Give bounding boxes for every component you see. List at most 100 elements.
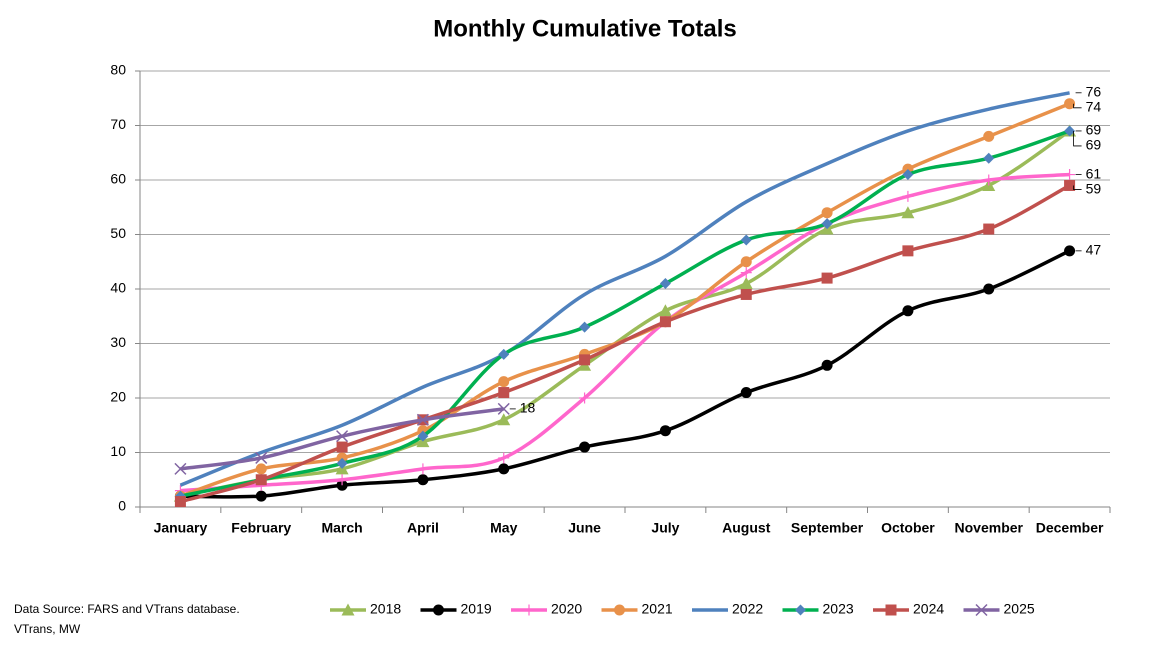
marker: [659, 425, 671, 437]
x-tick-label: October: [881, 520, 935, 536]
legend-item: 2020: [511, 601, 582, 617]
marker: [255, 463, 267, 475]
legend-item: 2019: [420, 601, 492, 617]
legend-label: 2024: [913, 601, 944, 617]
y-tick-label: 0: [118, 498, 126, 514]
x-tick-label: February: [231, 520, 291, 536]
series-line: [180, 129, 1071, 498]
data-label: 59: [1086, 180, 1102, 196]
y-tick-label: 60: [110, 171, 126, 187]
x-tick-label: December: [1036, 520, 1104, 536]
marker: [1064, 169, 1076, 181]
legend-label: 2018: [370, 601, 401, 617]
marker: [174, 496, 186, 508]
marker: [902, 245, 914, 257]
legend-item: 2018: [330, 601, 401, 617]
marker: [579, 392, 591, 404]
marker: [336, 430, 349, 443]
x-tick-label: July: [651, 520, 679, 536]
y-tick-label: 80: [110, 62, 126, 78]
marker: [498, 452, 510, 464]
y-tick-label: 40: [110, 280, 126, 296]
series-line: [179, 183, 1071, 504]
marker: [1064, 245, 1076, 257]
legend-item: 2022: [692, 601, 763, 617]
x-tick-label: January: [154, 520, 208, 536]
marker: [341, 603, 355, 616]
y-tick-label: 50: [110, 225, 126, 241]
marker: [740, 387, 752, 399]
leader-line: [1073, 103, 1082, 109]
marker: [821, 207, 833, 219]
x-tick-label: November: [955, 520, 1024, 536]
data-label: 18: [520, 400, 536, 416]
marker: [579, 354, 591, 366]
marker: [417, 430, 429, 442]
marker: [579, 321, 591, 333]
marker: [659, 316, 671, 328]
footnote: Data Source: FARS and VTrans database.: [14, 602, 240, 616]
marker: [174, 462, 187, 475]
x-tick-label: March: [321, 520, 362, 536]
data-label: 69: [1086, 137, 1102, 153]
legend-item: 2023: [782, 601, 854, 617]
x-tick-label: August: [722, 520, 771, 536]
leader-line: [1073, 130, 1082, 147]
marker: [885, 604, 897, 616]
marker: [821, 359, 833, 371]
data-label: 47: [1086, 242, 1102, 258]
data-label: 74: [1086, 99, 1102, 115]
marker: [983, 130, 995, 142]
data-label: 69: [1086, 122, 1102, 138]
series-line: [180, 129, 1071, 498]
marker: [739, 277, 753, 290]
marker: [658, 304, 672, 317]
y-tick-label: 10: [110, 443, 126, 459]
legend-label: 2023: [823, 601, 854, 617]
marker: [336, 457, 348, 469]
marker: [336, 474, 348, 486]
marker: [523, 604, 535, 616]
legend-item: 2021: [601, 601, 673, 617]
marker: [336, 441, 348, 453]
marker: [659, 278, 671, 290]
marker: [740, 256, 752, 268]
marker: [498, 348, 510, 360]
marker: [902, 305, 914, 317]
marker: [902, 190, 914, 202]
marker: [821, 218, 833, 230]
marker: [1064, 179, 1076, 191]
marker: [498, 463, 510, 475]
y-tick-label: 70: [110, 116, 126, 132]
x-tick-label: September: [791, 520, 864, 536]
marker: [983, 283, 995, 295]
marker: [614, 604, 625, 616]
marker: [497, 402, 510, 415]
marker: [740, 267, 752, 279]
marker: [498, 376, 510, 388]
marker: [1064, 125, 1076, 137]
marker: [579, 441, 591, 453]
x-tick-label: April: [407, 520, 439, 536]
y-tick-label: 30: [110, 334, 126, 350]
marker: [983, 174, 995, 186]
series-line: [179, 91, 1070, 487]
footnote: VTrans, MW: [14, 622, 81, 636]
legend-label: 2022: [732, 601, 763, 617]
marker: [821, 272, 833, 284]
marker: [983, 223, 995, 235]
marker: [433, 604, 444, 616]
marker: [416, 413, 429, 426]
marker: [902, 169, 914, 181]
legend-label: 2021: [642, 601, 673, 617]
marker: [795, 604, 806, 616]
chart-title: Monthly Cumulative Totals: [433, 15, 737, 42]
marker: [417, 474, 429, 486]
marker: [901, 206, 915, 219]
marker: [740, 288, 752, 300]
marker: [417, 463, 429, 475]
marker: [255, 474, 267, 486]
marker: [975, 603, 988, 617]
legend-label: 2019: [461, 601, 492, 617]
